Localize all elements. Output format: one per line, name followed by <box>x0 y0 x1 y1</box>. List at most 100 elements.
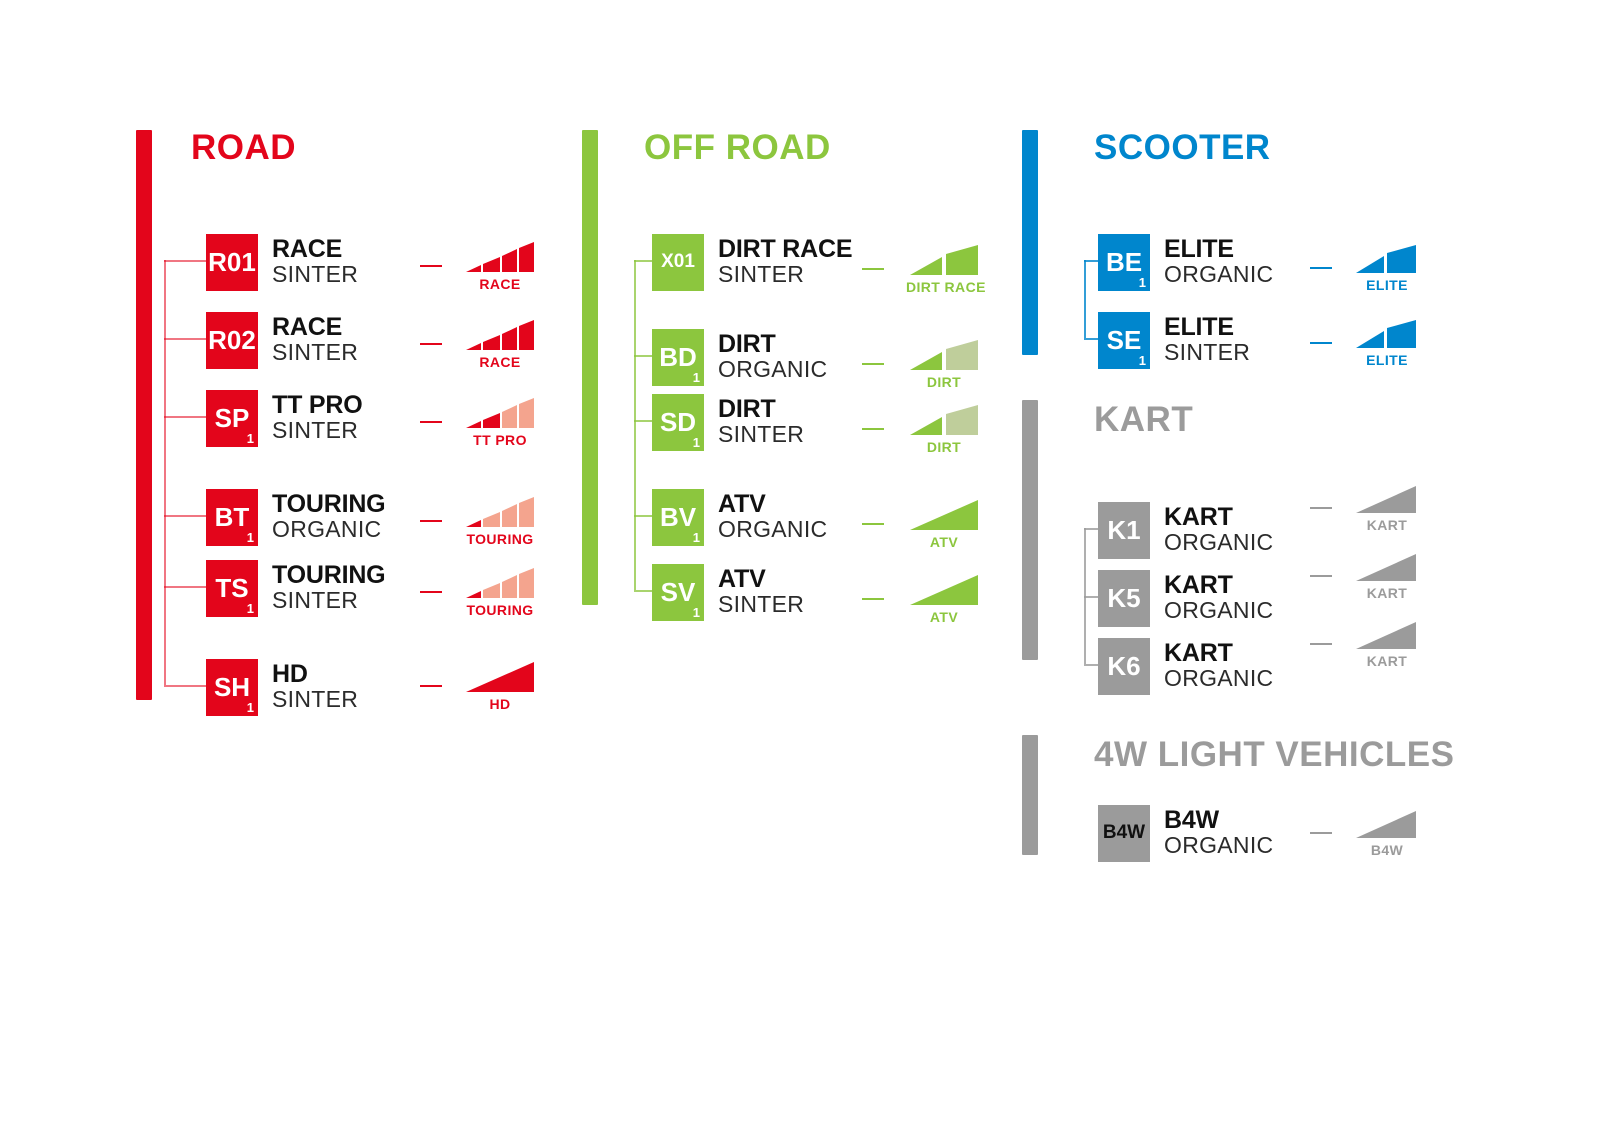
connector-dash <box>1310 642 1332 645</box>
product-code-subscript: 1 <box>692 434 700 450</box>
product-names: TOURING ORGANIC <box>272 491 386 543</box>
product-row[interactable]: X01 DIRT RACE SINTER <box>652 231 853 293</box>
performance-icon: TT PRO <box>464 396 536 447</box>
product-row[interactable]: BE 1 ELITE ORGANIC <box>1098 231 1273 293</box>
product-row[interactable]: K1 KART ORGANIC <box>1098 499 1273 561</box>
connector-dash <box>862 522 884 525</box>
performance-label: KART <box>1366 585 1408 601</box>
performance-indicator: DIRT <box>862 338 982 389</box>
performance-label: ATV <box>929 609 959 625</box>
connector-dash <box>420 684 442 687</box>
product-row[interactable]: BV 1 ATV ORGANIC <box>652 486 827 548</box>
product-code-subscript: 1 <box>692 369 700 385</box>
product-code: BT <box>214 501 250 532</box>
product-code-chip[interactable]: TS 1 <box>206 559 258 617</box>
product-code-chip[interactable]: SH 1 <box>206 658 258 716</box>
product-names: DIRT SINTER <box>718 396 804 448</box>
performance-icon: KART <box>1354 551 1420 600</box>
product-name: RACE <box>272 313 343 341</box>
product-code: SD <box>659 406 697 437</box>
product-name: ELITE <box>1164 313 1234 341</box>
performance-icon: DIRT <box>906 403 982 454</box>
product-code-chip[interactable]: SP 1 <box>206 389 258 447</box>
performance-indicator: ELITE <box>1310 318 1420 367</box>
performance-indicator: TT PRO <box>420 396 536 447</box>
product-code: R01 <box>208 246 256 277</box>
product-name: KART <box>1164 571 1233 599</box>
product-code-chip[interactable]: BE 1 <box>1098 233 1150 291</box>
product-code-chip[interactable]: K6 <box>1098 637 1150 695</box>
connector-dash <box>1310 831 1332 834</box>
performance-indicator: TOURING <box>420 495 536 546</box>
product-code-chip[interactable]: BV 1 <box>652 488 704 546</box>
product-code-subscript: 1 <box>1138 352 1146 368</box>
product-compound: SINTER <box>272 686 359 713</box>
product-row[interactable]: BD 1 DIRT ORGANIC <box>652 326 827 388</box>
product-code-chip[interactable]: X01 <box>652 233 704 291</box>
product-row[interactable]: SH 1 HD SINTER <box>206 656 358 718</box>
product-row[interactable]: SE 1 ELITE SINTER <box>1098 309 1250 371</box>
tree-trunk <box>164 260 166 685</box>
product-name: ATV <box>718 565 766 593</box>
tree-connectors-road <box>164 260 214 687</box>
product-code-subscript: 1 <box>246 529 254 545</box>
product-row[interactable]: K5 KART ORGANIC <box>1098 567 1273 629</box>
connector-dash <box>1310 266 1332 269</box>
performance-indicator: B4W <box>1310 808 1420 857</box>
product-code-chip[interactable]: SD 1 <box>652 393 704 451</box>
product-row[interactable]: R01 RACE SINTER <box>206 231 358 293</box>
product-code-chip[interactable]: SV 1 <box>652 563 704 621</box>
product-names: RACE SINTER <box>272 236 358 288</box>
steps-chart-icon <box>466 398 534 428</box>
product-code: TS <box>215 572 249 603</box>
product-name: ELITE <box>1164 235 1234 263</box>
product-code-chip[interactable]: K5 <box>1098 569 1150 627</box>
wedge-chart-icon <box>1356 554 1416 581</box>
product-code-chip[interactable]: B4W <box>1098 804 1150 862</box>
product-code: BV <box>659 501 697 532</box>
product-row[interactable]: R02 RACE SINTER <box>206 309 358 371</box>
product-name: KART <box>1164 503 1233 531</box>
product-code: SP <box>214 402 250 433</box>
product-row[interactable]: TS 1 TOURING SINTER <box>206 557 386 619</box>
accent-bar-road <box>136 130 152 700</box>
tree-trunk <box>634 260 636 590</box>
performance-icon: B4W <box>1354 808 1420 857</box>
connector-dash <box>862 267 884 270</box>
product-compound: SINTER <box>272 587 359 614</box>
product-names: DIRT RACE SINTER <box>718 236 853 288</box>
performance-indicator: TOURING <box>420 566 536 617</box>
performance-icon: TOURING <box>464 566 536 617</box>
product-row[interactable]: BT 1 TOURING ORGANIC <box>206 486 386 548</box>
performance-label: DIRT <box>926 374 962 390</box>
product-names: KART ORGANIC <box>1164 504 1273 556</box>
tree-branch <box>164 586 214 588</box>
product-code-chip[interactable]: R01 <box>206 233 258 291</box>
product-code-chip[interactable]: SE 1 <box>1098 311 1150 369</box>
performance-label: ELITE <box>1366 352 1408 368</box>
performance-icon: DIRT RACE <box>906 243 986 294</box>
connector-dash <box>862 362 884 365</box>
tree-branch <box>164 515 214 517</box>
product-code-subscript: 1 <box>692 604 700 620</box>
performance-icon: TOURING <box>464 495 536 546</box>
product-code-chip[interactable]: BT 1 <box>206 488 258 546</box>
product-compound: ORGANIC <box>718 356 828 383</box>
product-row[interactable]: B4W B4W ORGANIC <box>1098 802 1273 864</box>
steps-chart-icon <box>466 497 534 527</box>
product-row[interactable]: SD 1 DIRT SINTER <box>652 391 804 453</box>
performance-label: ELITE <box>1366 277 1408 293</box>
product-row[interactable]: SV 1 ATV SINTER <box>652 561 804 623</box>
wedge-chart-icon <box>1356 811 1416 838</box>
product-code-chip[interactable]: K1 <box>1098 501 1150 559</box>
product-code-chip[interactable]: BD 1 <box>652 328 704 386</box>
steps-chart-icon <box>1356 320 1416 348</box>
product-code-chip[interactable]: R02 <box>206 311 258 369</box>
product-row[interactable]: K6 KART ORGANIC <box>1098 635 1273 697</box>
product-code: K6 <box>1107 650 1141 681</box>
product-row[interactable]: SP 1 TT PRO SINTER <box>206 387 363 449</box>
product-names: ATV SINTER <box>718 566 804 618</box>
product-names: TOURING SINTER <box>272 562 386 614</box>
performance-label: TOURING <box>466 531 534 547</box>
product-code: BE <box>1105 246 1143 277</box>
